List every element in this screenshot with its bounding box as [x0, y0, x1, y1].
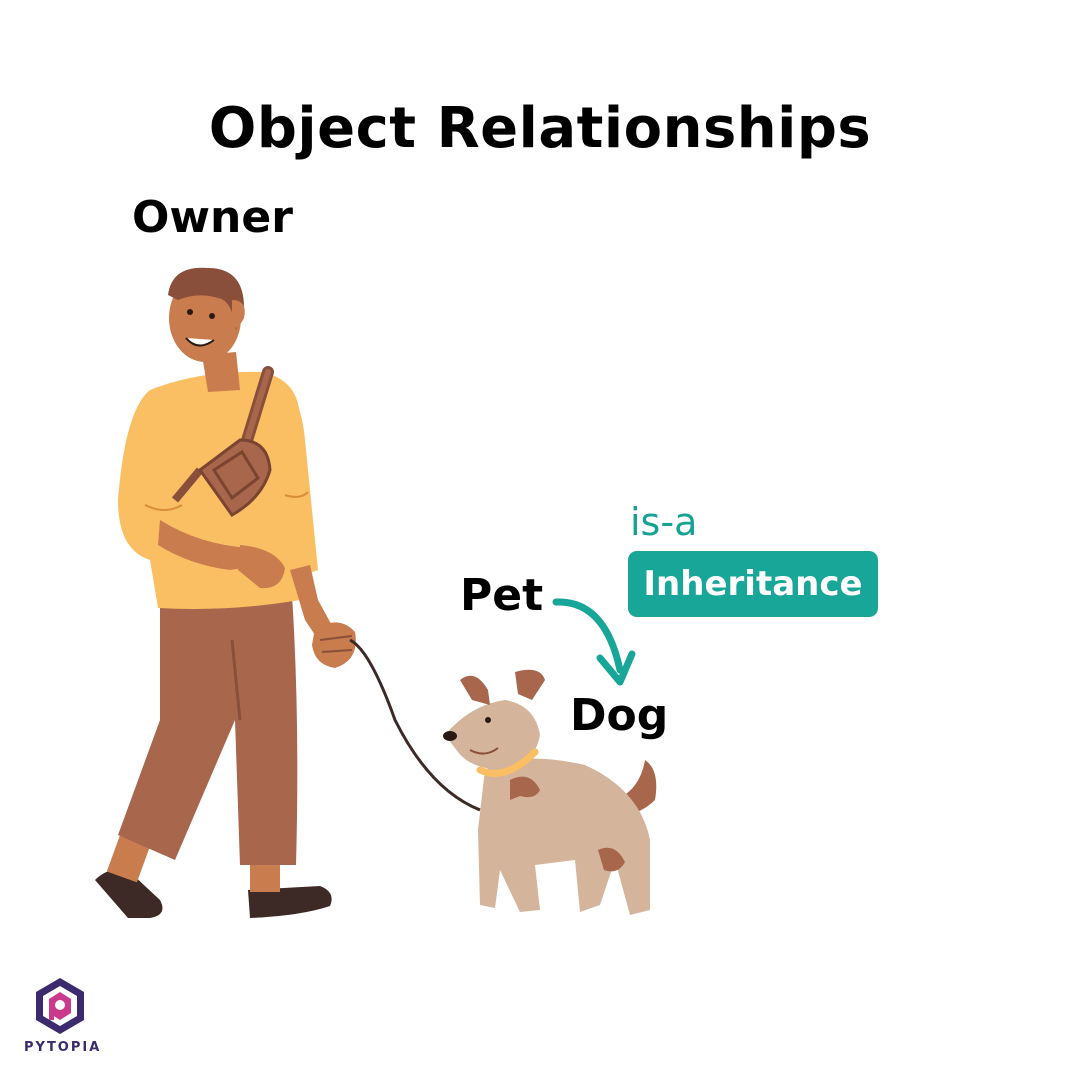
leash: [349, 638, 481, 812]
owner-figure: [95, 267, 356, 918]
page-title: Object Relationships: [208, 96, 872, 161]
dog-label: Dog: [570, 690, 669, 741]
dog-figure: [443, 669, 657, 915]
pytopia-logo-icon: [36, 978, 84, 1034]
inheritance-arrow: [552, 598, 636, 686]
relation-type-label: is-a: [630, 500, 698, 544]
brand-name: PYTOPIA: [24, 1040, 102, 1055]
owner-label: Owner: [132, 192, 293, 243]
pet-label: Pet: [460, 570, 544, 621]
inheritance-badge: Inheritance: [628, 551, 878, 617]
